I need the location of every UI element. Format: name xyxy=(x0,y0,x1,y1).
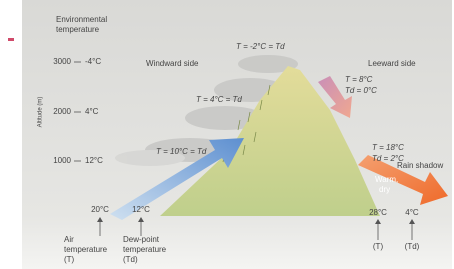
condition: T = 4°C = Td xyxy=(196,95,242,104)
label: Environmental xyxy=(56,15,107,24)
condition: T = -2°C = Td xyxy=(236,42,285,51)
margin-mark xyxy=(8,38,14,41)
warm-dry: Warm, xyxy=(375,175,398,184)
condition: T = 10°C = Td xyxy=(156,147,207,156)
label: (Td) xyxy=(405,242,420,251)
altitude: 1000 xyxy=(53,156,71,165)
label: (T) xyxy=(373,242,384,251)
label: (Td) xyxy=(123,255,138,264)
condition: Td = 0°C xyxy=(345,86,377,95)
label: temperature xyxy=(56,25,100,34)
label: Dew-point xyxy=(123,235,160,244)
altitude: 2000 xyxy=(53,107,71,116)
warm-dry: dry xyxy=(379,185,390,194)
temperature: 4°C xyxy=(405,208,419,217)
rain-shadow: Rain shadow xyxy=(397,161,443,170)
label: temperature xyxy=(123,245,167,254)
diagram: Environmental temperature Altitude (m) 3… xyxy=(0,0,454,269)
temperature: 12°C xyxy=(132,205,150,214)
temperature: 28°C xyxy=(369,208,387,217)
label: (T) xyxy=(64,255,75,264)
temperature: 12°C xyxy=(85,156,103,165)
condition: T = 8°C xyxy=(345,75,373,84)
temperature: -4°C xyxy=(85,57,101,66)
condition: T = 18°C xyxy=(372,143,404,152)
altitude: 3000 xyxy=(53,57,71,66)
side-label: Leeward side xyxy=(368,59,416,68)
background xyxy=(22,0,452,269)
side-label: Windward side xyxy=(146,59,199,68)
label: temperature xyxy=(64,245,108,254)
label: Air xyxy=(64,235,74,244)
temperature: 20°C xyxy=(91,205,109,214)
axis-title: Altitude (m) xyxy=(38,97,44,128)
temperature: 4°C xyxy=(85,107,99,116)
